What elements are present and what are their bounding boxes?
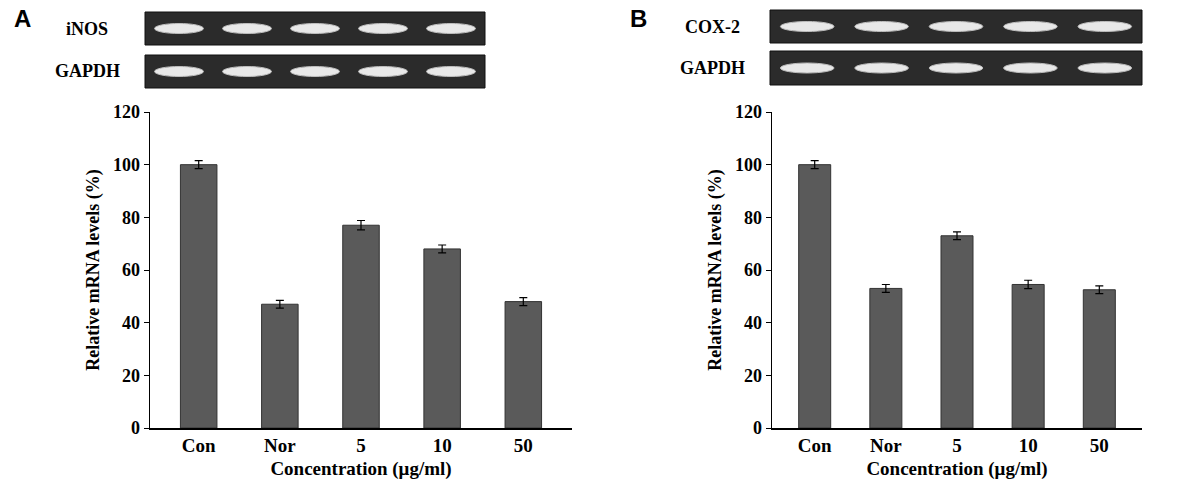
svg-text:Concentration (μg/ml): Concentration (μg/ml) [270, 458, 451, 480]
svg-text:20: 20 [122, 366, 140, 386]
svg-text:B: B [630, 5, 647, 32]
svg-text:GAPDH: GAPDH [55, 61, 120, 81]
svg-text:10: 10 [1019, 435, 1038, 456]
svg-text:5: 5 [356, 435, 366, 456]
svg-text:10: 10 [433, 435, 452, 456]
svg-text:0: 0 [131, 418, 140, 438]
svg-text:50: 50 [1090, 435, 1109, 456]
svg-text:Relative mRNA levels (%): Relative mRNA levels (%) [83, 169, 104, 370]
svg-text:20: 20 [744, 366, 762, 386]
svg-text:40: 40 [122, 313, 140, 333]
svg-text:120: 120 [735, 102, 762, 122]
svg-text:Nor: Nor [870, 435, 902, 456]
svg-text:A: A [14, 5, 31, 32]
svg-text:COX-2: COX-2 [685, 17, 740, 37]
svg-text:80: 80 [122, 208, 140, 228]
svg-text:40: 40 [744, 313, 762, 333]
svg-text:80: 80 [744, 208, 762, 228]
svg-text:Con: Con [182, 435, 216, 456]
svg-text:100: 100 [113, 155, 140, 175]
svg-text:100: 100 [735, 155, 762, 175]
svg-text:Nor: Nor [264, 435, 296, 456]
svg-text:Relative mRNA levels (%): Relative mRNA levels (%) [705, 169, 726, 370]
svg-text:Concentration (μg/ml): Concentration (μg/ml) [866, 458, 1047, 480]
svg-text:5: 5 [952, 435, 962, 456]
svg-text:GAPDH: GAPDH [680, 58, 745, 78]
svg-text:120: 120 [113, 102, 140, 122]
svg-text:50: 50 [514, 435, 533, 456]
svg-text:60: 60 [744, 260, 762, 280]
svg-text:iNOS: iNOS [66, 19, 108, 39]
svg-text:Con: Con [798, 435, 832, 456]
svg-text:0: 0 [753, 418, 762, 438]
svg-text:60: 60 [122, 260, 140, 280]
